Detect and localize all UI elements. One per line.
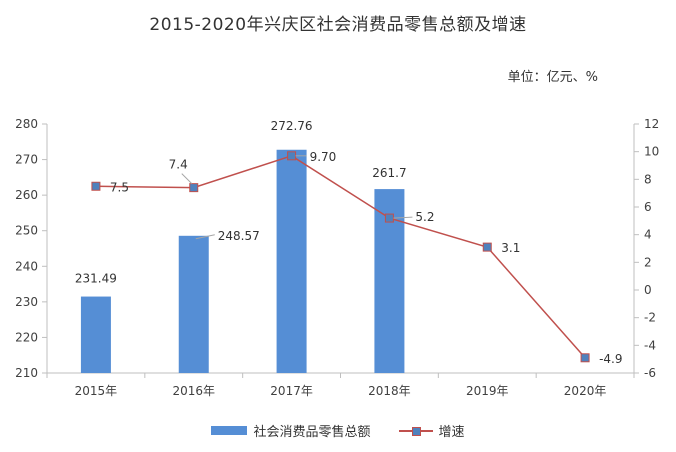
bar-label-leader (195, 234, 215, 240)
right-tick-label: 10 (644, 145, 659, 159)
x-tick-label: 2015年 (75, 384, 118, 398)
left-tick-label: 230 (15, 295, 38, 309)
bar-data-label: 261.7 (372, 166, 406, 180)
growth-line (95, 154, 586, 359)
line-data-label: 9.70 (310, 150, 337, 164)
line-data-label: 7.5 (110, 180, 129, 194)
bar-data-label: 248.57 (218, 229, 260, 243)
right-tick-label: 12 (644, 117, 659, 131)
line-data-label: 5.2 (415, 210, 434, 224)
line-data-label: 3.1 (501, 241, 520, 255)
growth-marker (580, 353, 590, 363)
left-tick-label: 280 (15, 117, 38, 131)
right-tick-label: 6 (644, 200, 652, 214)
left-tick-label: 270 (15, 153, 38, 167)
bar (178, 235, 209, 373)
right-tick-label: 2 (644, 255, 652, 269)
bar (276, 149, 307, 373)
growth-marker (384, 213, 394, 223)
x-tick-label: 2017年 (270, 384, 313, 398)
bar-data-label: 231.49 (75, 272, 117, 286)
right-tick-label: 4 (644, 228, 652, 242)
line-data-label: 7.4 (169, 158, 188, 172)
legend-line-label: 增速 (438, 425, 465, 440)
line-data-label: -4.9 (599, 352, 622, 366)
left-tick-label: 250 (15, 224, 38, 238)
x-tick-label: 2018年 (368, 384, 411, 398)
right-tick-label: -4 (644, 338, 656, 352)
unit-label: 单位：亿元、% (507, 70, 598, 85)
legend-item-line: 增速 (398, 421, 465, 440)
legend-line-swatch (398, 425, 433, 437)
line-label-leader (393, 216, 413, 219)
legend-bar-swatch (211, 426, 248, 435)
line-label-leader (181, 173, 193, 184)
chart-title: 2015-2020年兴庆区社会消费品零售总额及增速 (149, 15, 527, 35)
right-tick-label: -6 (644, 366, 656, 380)
x-tick-label: 2020年 (564, 384, 607, 398)
bar (80, 296, 111, 373)
left-tick-label: 210 (15, 366, 38, 380)
x-tick-label: 2016年 (172, 384, 215, 398)
left-tick-label: 220 (15, 330, 38, 344)
legend-item-bar: 社会消费品零售总额 (211, 421, 371, 440)
bar-data-label: 272.76 (271, 119, 313, 133)
right-tick-label: 8 (644, 172, 652, 186)
right-tick-label: 0 (644, 283, 652, 297)
left-tick-label: 260 (15, 188, 38, 202)
x-tick-label: 2019年 (466, 384, 509, 398)
growth-marker (91, 181, 101, 191)
growth-marker (482, 242, 492, 252)
right-tick-label: -2 (644, 311, 656, 325)
legend: 社会消费品零售总额 增速 (0, 421, 676, 440)
growth-marker (189, 183, 199, 193)
left-tick-label: 240 (15, 259, 38, 273)
growth-marker (287, 151, 297, 161)
legend-bar-label: 社会消费品零售总额 (253, 425, 371, 440)
